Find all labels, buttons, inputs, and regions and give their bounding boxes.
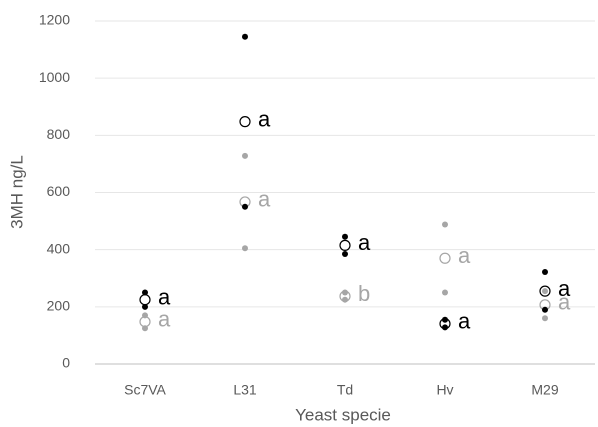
replicate-point: [542, 288, 548, 295]
mean-point: [139, 316, 151, 328]
y-tick-label: 1200: [39, 12, 70, 28]
mean-point: [239, 116, 251, 128]
replicate-point: [442, 289, 448, 296]
x-tick-label: Sc7VA: [124, 382, 166, 398]
y-tick-label: 0: [62, 355, 70, 371]
y-tick-label: 400: [47, 240, 71, 256]
mean-point: [339, 290, 351, 302]
mean-point: [339, 239, 351, 251]
replicate-point: [442, 324, 448, 331]
mean-point: [439, 318, 451, 330]
replicate-point: [142, 303, 148, 310]
replicate-point: [342, 250, 348, 257]
y-axis-label: 3MH ng/L: [7, 155, 26, 229]
significance-letter: a: [458, 309, 471, 334]
mean-point: [539, 285, 551, 297]
replicate-point: [242, 203, 248, 210]
replicate-point: [342, 233, 348, 240]
mean-point: [139, 294, 151, 306]
x-tick-label: Hv: [436, 382, 453, 398]
replicate-point: [342, 289, 348, 296]
y-tick-label: 200: [47, 298, 71, 314]
replicate-point: [542, 306, 548, 313]
mean-point: [439, 252, 451, 264]
significance-letter: a: [258, 187, 271, 212]
significance-letter: a: [158, 285, 171, 310]
x-tick-label: Td: [337, 382, 353, 398]
x-tick-label: M29: [531, 382, 558, 398]
replicate-point: [542, 315, 548, 322]
replicate-point: [442, 221, 448, 228]
significance-letter: a: [558, 290, 571, 315]
replicate-point: [142, 289, 148, 296]
x-tick-label: L31: [233, 382, 257, 398]
significance-letter: b: [358, 281, 370, 306]
y-tick-label: 800: [47, 126, 71, 142]
replicate-point: [242, 152, 248, 159]
y-tick-label: 600: [47, 183, 71, 199]
significance-letter: a: [558, 276, 571, 301]
y-tick-label: 1000: [39, 69, 70, 85]
replicate-point: [242, 33, 248, 40]
significance-letter: a: [258, 106, 271, 131]
significance-letter: a: [358, 230, 371, 255]
x-axis-label: Yeast specie: [295, 405, 391, 424]
replicate-point: [542, 268, 548, 275]
replicate-point: [242, 245, 248, 252]
replicate-point: [442, 316, 448, 323]
significance-letter: a: [158, 307, 171, 332]
significance-letter: a: [458, 243, 471, 268]
